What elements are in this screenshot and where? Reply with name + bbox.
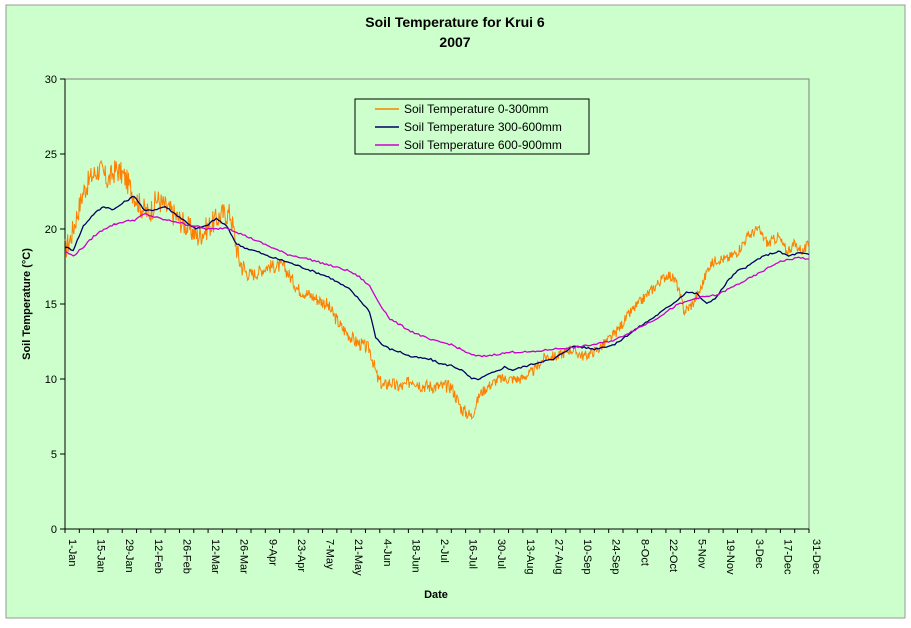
x-tick-label: 21-May (352, 539, 364, 576)
y-tick-label: 0 (51, 524, 57, 536)
series-line-1 (64, 159, 810, 421)
x-tick-label: 31-Dec (810, 539, 822, 575)
series-line-2 (64, 195, 810, 381)
y-axis-label: Soil Temperature (°C) (21, 248, 33, 360)
y-tick-label: 30 (45, 74, 57, 86)
x-tick-label: 16-Jul (467, 539, 479, 569)
x-tick-label: 7-May (324, 539, 336, 570)
legend-label-3: Soil Temperature 600-900mm (404, 138, 562, 152)
x-axis: 1-Jan 15-Jan 29-Jan 12-Feb 26-Feb 12-Mar 26-Ma… (64, 528, 822, 576)
x-tick-label: 5-Nov (696, 539, 708, 569)
x-tick-label: 3-Dec (753, 539, 765, 569)
x-tick-label: 19-Nov (724, 539, 736, 575)
x-tick-label: 18-Jun (409, 539, 421, 573)
x-tick-label: 17-Dec (781, 539, 793, 575)
y-tick-label: 5 (51, 449, 57, 461)
x-tick-label: 15-Jan (95, 539, 107, 573)
x-tick-label: 12-Feb (152, 539, 164, 574)
x-tick-label: 26-Feb (180, 539, 192, 574)
series-line-3 (64, 213, 809, 358)
x-tick-label: 10-Sep (581, 539, 593, 574)
y-axis: 0 5 10 15 20 25 30 (45, 74, 66, 536)
series-group (64, 159, 810, 421)
chart-title: Soil Temperature for Krui 6 (365, 14, 545, 30)
x-tick-label: 9-Apr (266, 539, 278, 566)
legend: Soil Temperature 0-300mm Soil Temperature… (354, 98, 590, 155)
x-tick-label: 13-Aug (524, 539, 536, 574)
x-tick-label: 12-Mar (209, 539, 221, 574)
x-tick-label: 30-Jul (495, 539, 507, 569)
x-tick-label: 1-Jan (66, 539, 78, 567)
x-tick-label: 29-Jan (123, 539, 135, 573)
y-tick-label: 15 (45, 299, 57, 311)
x-axis-label: Date (424, 589, 448, 601)
x-tick-label: 22-Oct (667, 539, 679, 572)
y-tick-label: 25 (45, 149, 57, 161)
x-tick-label: 26-Mar (238, 539, 250, 574)
x-tick-label: 2-Jul (438, 539, 450, 563)
y-tick-label: 20 (45, 224, 57, 236)
x-tick-label: 24-Sep (610, 539, 622, 574)
x-tick-label: 23-Apr (295, 539, 307, 572)
x-tick-label: 27-Aug (552, 539, 564, 574)
chart-subtitle: 2007 (439, 34, 470, 50)
y-tick-label: 10 (45, 374, 57, 386)
x-tick-label: 4-Jun (381, 539, 393, 567)
legend-label-1: Soil Temperature 0-300mm (404, 102, 549, 116)
legend-label-2: Soil Temperature 300-600mm (404, 120, 562, 134)
x-tick-label: 8-Oct (638, 539, 650, 566)
